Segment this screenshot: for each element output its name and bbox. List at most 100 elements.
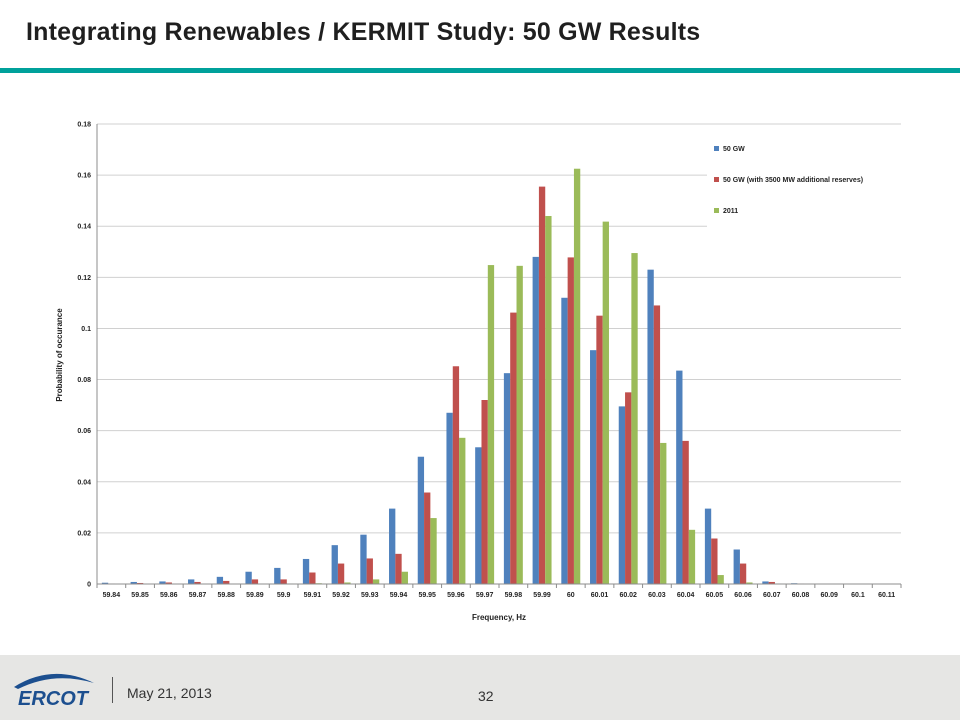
bar-gw50 [159, 581, 166, 584]
bar-y2011 [430, 518, 437, 584]
bar-gw50-reserves [366, 558, 373, 584]
bar-gw50-reserves [510, 312, 517, 584]
gridlines [97, 123, 901, 585]
y-tick-label: 0.18 [77, 122, 91, 129]
bar-gw50-reserves [567, 257, 574, 584]
bar-gw50-reserves [481, 400, 488, 584]
x-tick-label: 60.07 [763, 592, 781, 599]
frequency-probability-chart: 0 0.02 0.04 0.06 0.08 0.1 0.12 0.14 0.16 0.18 59.8… [40, 100, 920, 640]
bar-gw50-reserves [136, 582, 144, 584]
x-tick-label: 59.88 [217, 592, 235, 599]
x-tick-label: 59.99 [533, 592, 551, 599]
legend-label: 50 GW (with 3500 MW additional reserves) [723, 177, 863, 184]
bar-gw50 [331, 545, 338, 584]
bar-gw50-reserves [395, 553, 402, 584]
x-tick-label: 59.97 [476, 592, 494, 599]
y-tick-label: 0.08 [77, 377, 91, 384]
x-tick-label: 59.9 [277, 592, 291, 599]
x-axis-label: Frequency, Hz [472, 613, 526, 622]
x-tick-label: 59.87 [189, 592, 207, 599]
x-tick-label: 59.98 [505, 592, 523, 599]
bar-y2011 [717, 575, 724, 584]
page-number: 32 [478, 688, 494, 704]
bar-gw50 [590, 350, 597, 584]
x-tick-label: 59.96 [447, 592, 465, 599]
bar-gw50-reserves [768, 581, 775, 584]
bar-gw50-reserves [424, 492, 431, 584]
legend-swatch [714, 177, 719, 182]
bar-y2011 [545, 216, 552, 584]
y-tick-label: 0.16 [77, 173, 91, 180]
x-tick-label: 60.06 [734, 592, 752, 599]
bar-gw50 [302, 558, 310, 584]
footer-date: May 21, 2013 [127, 685, 212, 701]
bar-gw50 [274, 567, 281, 584]
bar-gw50-reserves [596, 315, 603, 584]
bar-gw50 [216, 576, 224, 584]
x-tick-label: 59.85 [131, 592, 149, 599]
y-axis-label: Probability of occurance [55, 308, 64, 402]
footer: ERCOT May 21, 2013 32 [0, 655, 960, 720]
bar-gw50 [647, 269, 654, 584]
bar-y2011 [401, 571, 408, 584]
x-tick-label: 60.05 [706, 592, 724, 599]
bar-gw50 [446, 412, 453, 584]
legend: 50 GW 50 GW (with 3500 MW additional rese… [707, 134, 907, 230]
bar-gw50-reserves [194, 581, 201, 584]
legend-box [707, 134, 907, 230]
x-tick-label: 59.89 [246, 592, 264, 599]
bar-gw50 [475, 447, 482, 584]
bar-y2011 [660, 442, 667, 584]
bar-gw50 [389, 508, 396, 584]
bar-gw50 [762, 581, 769, 584]
x-tick-label: 60.02 [619, 592, 637, 599]
bar-gw50-reserves [223, 580, 230, 584]
bar-gw50-reserves [739, 563, 747, 584]
x-tick-label: 59.91 [304, 592, 322, 599]
bar-gw50-reserves [452, 366, 460, 584]
bar-y2011 [688, 529, 696, 584]
bar-gw50-reserves [309, 572, 316, 584]
bar-gw50 [360, 534, 367, 584]
bar-y2011 [631, 253, 638, 585]
legend-swatch [714, 208, 719, 213]
bar-gw50 [130, 581, 137, 584]
x-tick-label: 60.09 [820, 592, 838, 599]
legend-label: 50 GW [723, 146, 745, 153]
bar-gw50 [503, 373, 511, 584]
y-tick-label: 0 [87, 582, 91, 589]
x-tick-label: 60.1 [851, 592, 865, 599]
x-tick-label: 60.08 [792, 592, 810, 599]
bar-y2011 [746, 582, 753, 584]
x-tick-label: 59.84 [103, 592, 121, 599]
bar-gw50 [417, 456, 425, 584]
ercot-logo: ERCOT [14, 673, 94, 710]
bar-gw50 [618, 406, 626, 584]
bar-y2011 [602, 221, 609, 584]
bar-gw50 [245, 571, 252, 584]
bar-gw50-reserves [251, 579, 259, 584]
bar-gw50 [676, 370, 683, 584]
title-divider [0, 68, 960, 73]
axes: 0 0.02 0.04 0.06 0.08 0.1 0.12 0.14 0.16 0.18 59.8… [77, 122, 902, 599]
x-tick-label: 59.95 [418, 592, 436, 599]
bar-gw50-reserves [711, 538, 718, 584]
bar-y2011 [344, 582, 351, 584]
bar-y2011 [516, 265, 523, 584]
bar-gw50-reserves [653, 305, 661, 584]
bars [101, 168, 897, 585]
bar-gw50 [733, 549, 740, 584]
legend-label: 2011 [723, 208, 738, 215]
x-tick-label: 60 [567, 592, 575, 599]
y-tick-label: 0.02 [77, 530, 91, 537]
logo-text: ERCOT [18, 688, 90, 710]
bar-gw50-reserves [280, 579, 287, 584]
x-tick-label: 60.04 [677, 592, 695, 599]
x-tick-label: 60.11 [878, 592, 895, 599]
x-tick-label: 60.01 [591, 592, 609, 599]
bar-y2011 [573, 168, 581, 584]
y-tick-label: 0.14 [77, 224, 91, 231]
y-tick-label: 0.1 [81, 326, 91, 333]
y-tick-label: 0.12 [77, 275, 91, 282]
x-tick-label: 60.03 [648, 592, 666, 599]
